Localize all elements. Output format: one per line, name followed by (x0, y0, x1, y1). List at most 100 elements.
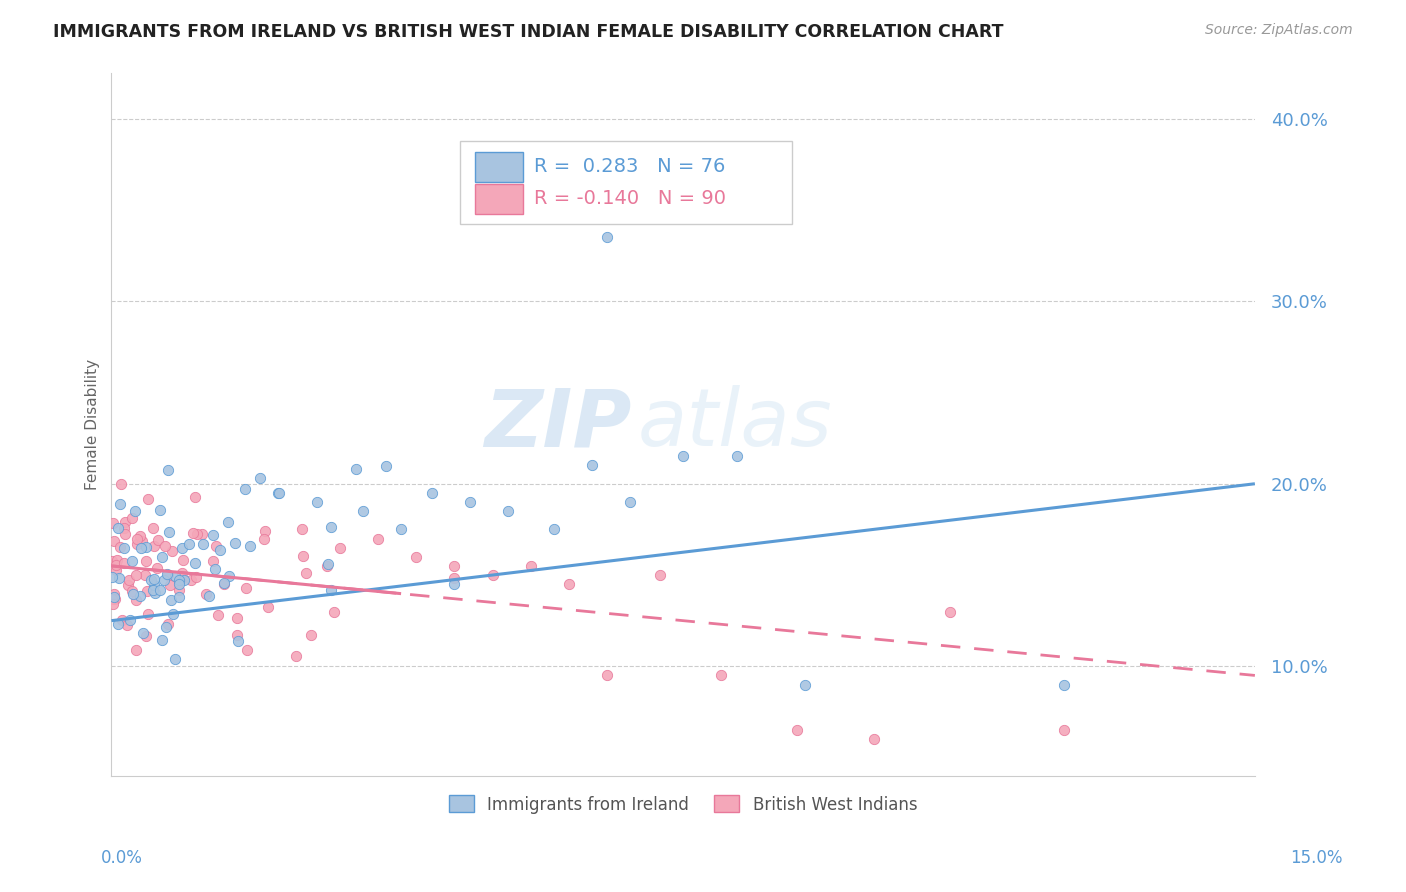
Point (295, 566, 318, 580)
Point (135, 629, 157, 643)
Point (148, 533, 170, 547)
Point (672, 450, 695, 464)
Text: ZIP: ZIP (484, 385, 631, 464)
Text: 0.0%: 0.0% (101, 849, 143, 867)
Text: R =  0.283   N = 76: R = 0.283 N = 76 (534, 157, 725, 176)
Point (172, 553, 194, 567)
Point (184, 490, 207, 504)
Point (267, 486, 290, 500)
Point (389, 522, 412, 536)
Point (125, 568, 148, 582)
Point (107, 616, 129, 631)
Point (112, 556, 135, 570)
Point (121, 584, 143, 599)
Point (167, 590, 190, 604)
Text: R = -0.140   N = 90: R = -0.140 N = 90 (534, 188, 727, 208)
Point (101, 591, 124, 606)
Point (142, 582, 165, 597)
Point (217, 515, 239, 529)
Point (107, 521, 129, 535)
Point (374, 458, 396, 473)
Point (184, 556, 207, 570)
Point (122, 587, 145, 601)
Point (786, 723, 808, 738)
Point (725, 450, 748, 464)
Point (103, 533, 125, 548)
Text: Source: ZipAtlas.com: Source: ZipAtlas.com (1205, 23, 1353, 37)
Point (105, 563, 128, 577)
Point (319, 520, 342, 534)
Y-axis label: Female Disability: Female Disability (86, 359, 100, 490)
Point (180, 574, 202, 588)
Point (111, 613, 134, 627)
Point (101, 554, 124, 568)
Point (129, 541, 152, 555)
Point (214, 576, 236, 591)
Point (103, 590, 125, 604)
Point (239, 539, 262, 553)
Point (253, 524, 276, 539)
Point (228, 634, 250, 648)
Point (127, 532, 149, 546)
Point (163, 569, 186, 583)
Point (125, 643, 148, 657)
Point (107, 571, 129, 585)
Point (157, 568, 180, 582)
Point (121, 554, 143, 568)
Point (420, 486, 443, 500)
Point (321, 582, 343, 597)
Point (121, 511, 143, 525)
Point (257, 600, 280, 615)
Point (226, 628, 249, 642)
Point (443, 558, 465, 573)
FancyBboxPatch shape (475, 184, 523, 213)
Point (118, 573, 141, 587)
Point (142, 521, 165, 535)
Point (103, 597, 125, 611)
Point (170, 566, 193, 580)
Point (558, 577, 581, 591)
Point (162, 607, 184, 622)
Point (142, 540, 165, 554)
Point (235, 581, 257, 595)
Point (291, 549, 314, 563)
Text: 15.0%: 15.0% (1291, 849, 1343, 867)
Point (118, 613, 141, 627)
Point (367, 532, 389, 546)
Point (201, 528, 224, 542)
Point (173, 573, 195, 587)
Point (146, 560, 169, 574)
Point (142, 572, 165, 586)
Point (323, 605, 346, 619)
Point (159, 592, 181, 607)
Point (129, 589, 152, 603)
Point (443, 577, 465, 591)
Point (443, 572, 465, 586)
Point (249, 471, 271, 485)
Point (710, 668, 733, 682)
Point (224, 536, 246, 550)
Point (207, 608, 229, 623)
Point (1053, 723, 1076, 738)
Point (212, 577, 235, 591)
Point (149, 502, 172, 516)
Point (191, 526, 214, 541)
Point (150, 549, 173, 564)
Point (160, 544, 183, 558)
Point (149, 583, 172, 598)
Point (110, 476, 132, 491)
Point (218, 568, 240, 582)
FancyBboxPatch shape (475, 153, 523, 182)
Point (193, 537, 215, 551)
Point (105, 558, 128, 573)
Point (596, 668, 619, 682)
Point (169, 582, 191, 597)
Point (105, 553, 128, 567)
Point (103, 587, 125, 601)
Point (136, 491, 159, 506)
Point (131, 534, 153, 549)
Point (167, 573, 190, 587)
Point (169, 577, 191, 591)
Point (315, 558, 337, 573)
Point (233, 482, 256, 496)
